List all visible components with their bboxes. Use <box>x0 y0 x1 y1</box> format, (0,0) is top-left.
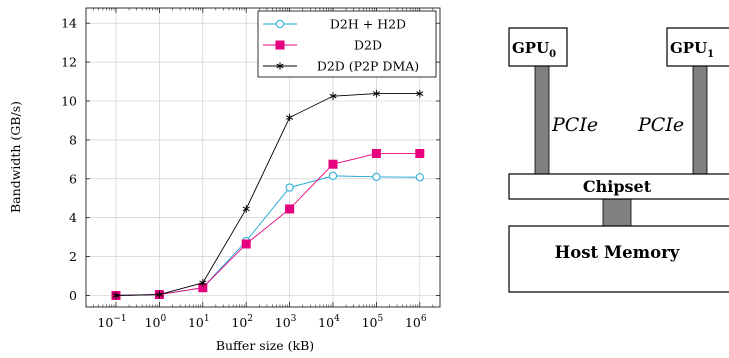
host-memory-box <box>508 225 729 293</box>
y-tick-label: 10 <box>61 94 77 109</box>
pcie-link-1 <box>692 65 708 175</box>
data-point-series-1 <box>241 239 251 249</box>
series-line-0 <box>115 175 420 296</box>
data-point-series-2 <box>416 89 424 98</box>
data-point-series-2 <box>155 290 163 299</box>
x-tick-label: 106 <box>405 314 427 330</box>
pcie-label-0: PCIe <box>551 114 598 136</box>
data-point-series-2 <box>199 279 207 287</box>
grid-lines <box>86 8 440 307</box>
chipset-box <box>508 173 729 200</box>
x-tick-label: 105 <box>362 314 384 330</box>
y-tick-labels: 0 2 4 6 8 10 12 14 <box>61 16 77 303</box>
data-point-series-1 <box>285 204 295 214</box>
x-axis-label: Buffer size (kB) <box>216 338 314 353</box>
data-point-series-0 <box>328 171 338 180</box>
data-point-series-1 <box>371 149 381 159</box>
y-tick-label: 12 <box>61 55 77 70</box>
topology-diagram: GPU0 GPU1 PCIe PCIe Chipset Host Memory <box>508 27 729 293</box>
pcie-label-1: PCIe <box>637 114 684 136</box>
data-point-series-0 <box>415 173 424 182</box>
series-line-1 <box>115 153 420 296</box>
data-point-series-2 <box>286 113 294 122</box>
gpu-1-subscript: 1 <box>707 49 714 60</box>
svg-text:GPU1: GPU1 <box>670 39 714 60</box>
x-tick-label: 100 <box>145 314 167 330</box>
y-tick-label: 8 <box>69 132 77 147</box>
gpu-0-label: GPU <box>512 39 549 57</box>
series-group <box>111 89 425 300</box>
x-tick-labels: 10−1 100 101 102 103 104 105 106 <box>97 314 426 330</box>
legend-marker-1 <box>275 40 285 50</box>
x-tick-label: 10−1 <box>97 314 126 330</box>
legend-label-1: D2D <box>354 38 382 53</box>
x-tick-label: 104 <box>318 314 340 330</box>
pcie-link-0 <box>534 65 550 175</box>
y-tick-label: 14 <box>61 16 77 31</box>
y-axis-label: Bandwidth (GB/s) <box>8 101 23 213</box>
y-tick-label: 4 <box>69 210 77 225</box>
minor-ticks <box>86 8 440 307</box>
x-tick-label: 103 <box>275 314 297 330</box>
data-point-series-0 <box>285 183 294 192</box>
data-point-series-2 <box>329 92 337 100</box>
data-point-series-2 <box>112 291 120 300</box>
plot-frame <box>85 7 441 308</box>
data-point-series-1 <box>328 159 338 169</box>
y-tick-label: 2 <box>69 249 77 264</box>
host-memory-label: Host Memory <box>555 243 680 262</box>
legend-marker-2 <box>276 62 284 70</box>
memory-bus-link <box>602 198 632 227</box>
gpu-1-label: GPU <box>670 39 707 57</box>
legend-marker-0 <box>275 19 285 29</box>
gpu-1-box <box>666 27 729 67</box>
legend: D2H + H2D D2D D2D (P2P DMA) <box>257 10 437 78</box>
data-point-series-2 <box>242 205 250 213</box>
data-point-series-0 <box>372 172 381 181</box>
data-point-series-2 <box>372 89 380 98</box>
gpu-0-box <box>508 27 568 67</box>
series-line-2 <box>115 93 420 296</box>
x-tick-label: 102 <box>231 314 253 330</box>
y-tick-label: 0 <box>69 288 77 303</box>
bandwidth-chart: 0 2 4 6 8 10 12 14 10−1 100 101 102 103 104 105 106 Bu… <box>8 7 441 353</box>
legend-label-2: D2D (P2P DMA) <box>317 59 419 74</box>
gpu-0-subscript: 0 <box>549 49 556 60</box>
legend-label-0: D2H + H2D <box>330 17 406 32</box>
y-tick-label: 6 <box>69 171 77 186</box>
x-tick-label: 101 <box>188 314 210 330</box>
data-point-series-1 <box>415 149 425 159</box>
chipset-label: Chipset <box>583 177 652 196</box>
svg-text:GPU0: GPU0 <box>512 39 556 60</box>
